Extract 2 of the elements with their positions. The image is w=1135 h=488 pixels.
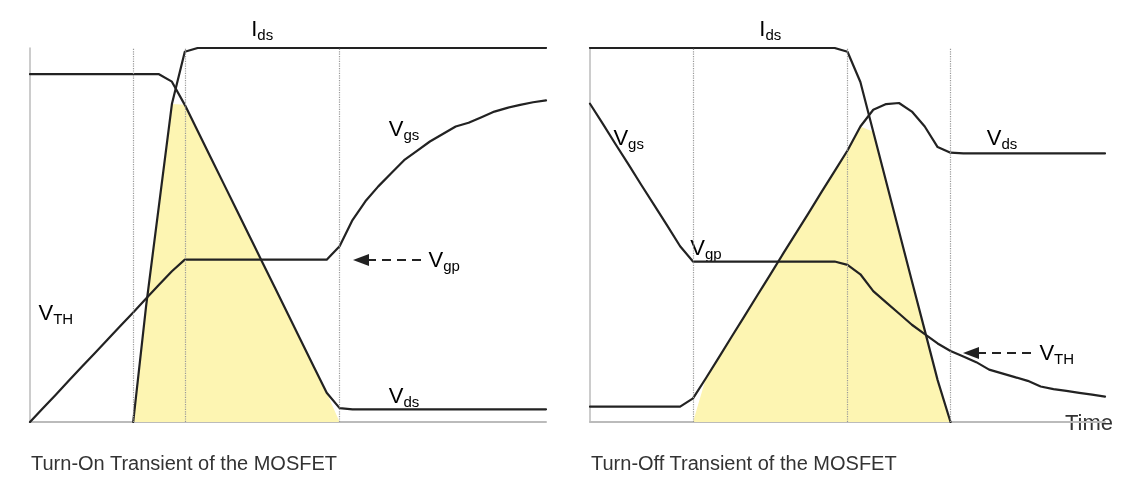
text: Turn-Off Transient of the MOSFET — [591, 452, 897, 474]
text: Turn-On Transient of the MOSFET — [31, 452, 338, 474]
